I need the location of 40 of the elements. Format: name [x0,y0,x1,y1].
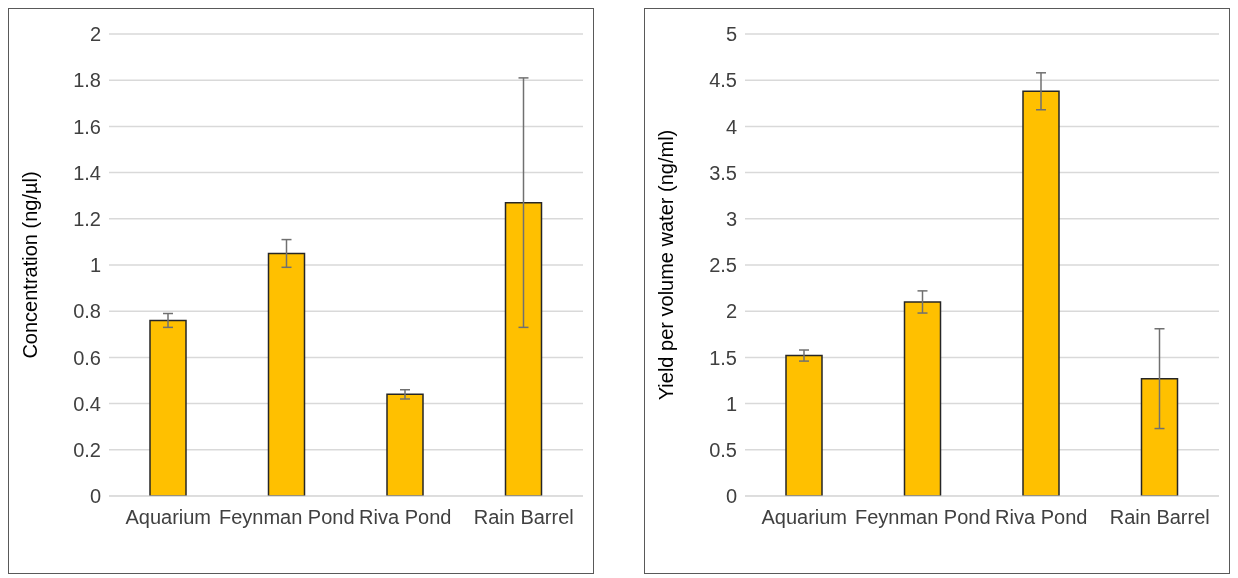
y-tick-label: 2.5 [709,254,737,277]
x-tick-label: Riva Pond [995,506,1088,529]
bar [785,354,823,496]
bar [149,319,187,496]
y-axis-title: Yield per volume water (ng/ml) [655,129,678,401]
y-axis-title: Concentration (ng/µl) [19,171,42,359]
bar [903,301,942,496]
y-tick-label: 5 [725,23,737,46]
y-tick-label: 1 [725,392,737,415]
y-tick-label: 0.5 [709,438,737,461]
x-tick-label: Aquarium [761,506,848,529]
y-tick-label: 2 [725,300,737,323]
x-tick-label: Aquarium [125,506,212,529]
bar [1140,377,1179,496]
y-tick-label: 4 [725,115,737,138]
y-tick-label: 1.5 [709,346,737,369]
y-tick-label: 0.8 [73,300,101,323]
x-tick-label: Feynman Pond [218,506,355,529]
bar [386,393,424,496]
y-tick-label: 4.5 [709,69,737,92]
y-tick-label: 0.4 [73,392,101,415]
y-tick-label: 3 [725,207,737,230]
bar [267,252,306,496]
y-tick-label: 0.2 [73,438,101,461]
y-tick-label: 0 [725,485,737,508]
bar [1022,90,1060,496]
y-tick-label: 1.8 [73,69,101,92]
y-tick-label: 1 [89,254,101,277]
y-tick-label: 1.4 [73,161,101,184]
y-tick-label: 1.6 [73,115,101,138]
x-tick-label: Feynman Pond [854,506,991,529]
x-tick-label: Rain Barrel [1109,506,1210,529]
y-tick-label: 0 [89,485,101,508]
bar [504,201,543,496]
y-tick-label: 2 [89,23,101,46]
y-tick-label: 3.5 [709,161,737,184]
y-tick-label: 0.6 [73,346,101,369]
x-tick-label: Riva Pond [359,506,452,529]
y-tick-label: 1.2 [73,207,101,230]
x-tick-label: Rain Barrel [473,506,574,529]
